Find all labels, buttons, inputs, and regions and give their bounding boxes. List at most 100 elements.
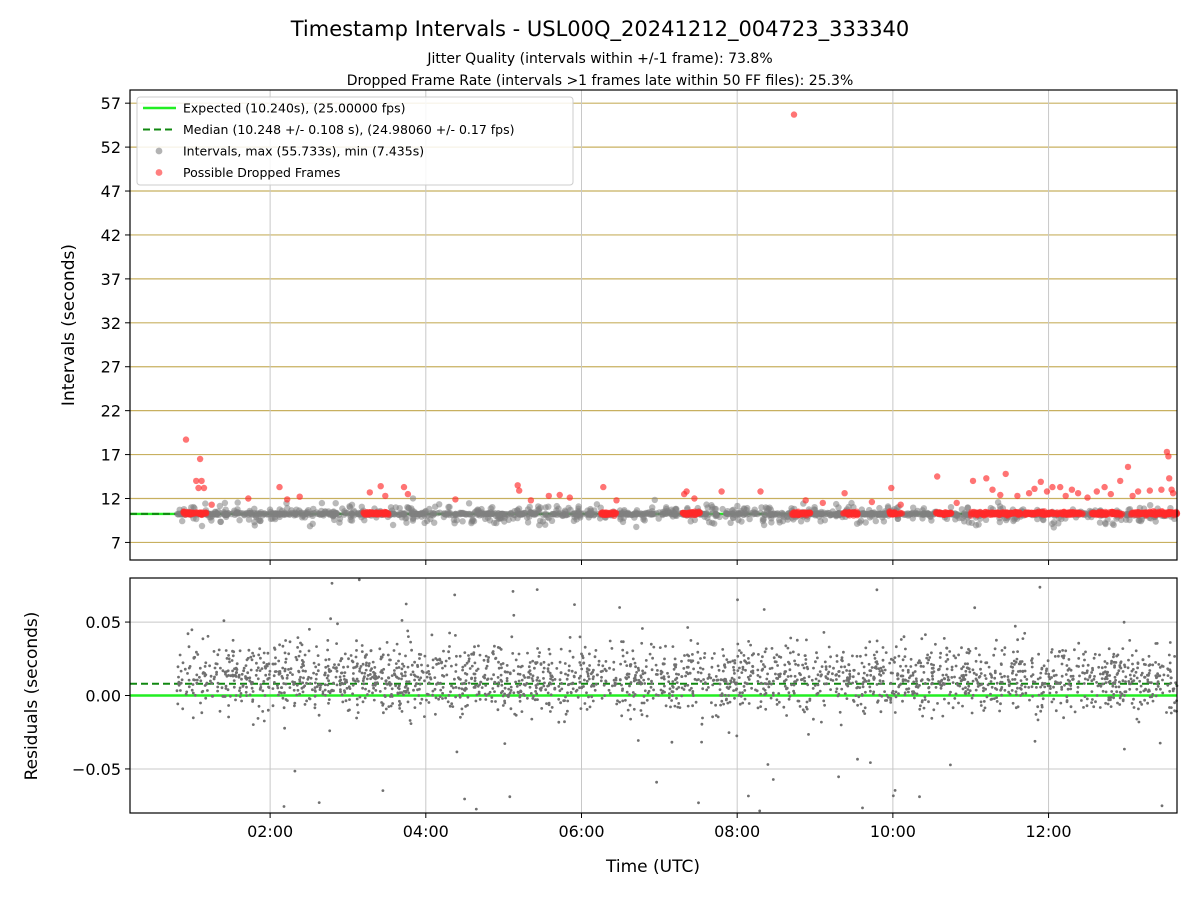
residual-point	[374, 689, 378, 692]
residual-point	[674, 678, 677, 682]
dropped-frame-band-point	[889, 510, 896, 517]
interval-point	[524, 519, 532, 526]
interval-point	[339, 505, 346, 512]
residual-point	[862, 665, 866, 669]
residual-point	[509, 707, 513, 711]
residual-point	[414, 682, 418, 686]
dropped-frame-point	[1043, 488, 1051, 495]
residual-point	[861, 806, 864, 810]
residual-point	[212, 677, 216, 681]
residual-point	[1015, 681, 1019, 685]
residual-point	[1058, 650, 1061, 654]
residual-point	[418, 657, 421, 660]
residual-point	[317, 663, 321, 666]
residual-point	[406, 629, 410, 633]
interval-point	[625, 511, 632, 518]
residual-point	[235, 662, 239, 666]
residual-point	[583, 678, 586, 682]
residual-point	[835, 660, 839, 663]
residual-point	[496, 684, 500, 688]
residual-point	[1144, 663, 1147, 666]
residual-point	[234, 698, 237, 702]
residual-point	[950, 665, 954, 669]
interval-point	[797, 518, 805, 525]
residual-point	[1011, 665, 1014, 669]
residual-point	[420, 663, 423, 667]
residual-point	[348, 708, 351, 712]
residual-point	[732, 680, 736, 684]
residual-point	[885, 693, 889, 697]
residual-point	[512, 691, 516, 695]
residual-point	[487, 692, 490, 696]
residual-point	[876, 700, 879, 704]
residual-point	[285, 676, 289, 680]
interval-point	[767, 511, 775, 518]
residual-point	[539, 662, 543, 666]
residual-point	[339, 690, 342, 694]
residual-point	[193, 678, 197, 682]
residual-point	[744, 668, 747, 672]
residual-point	[187, 678, 191, 682]
top-y-tick-label-4: 27	[101, 358, 121, 377]
dropped-frame-band-point	[973, 510, 980, 518]
residual-point	[439, 681, 442, 685]
residual-point	[267, 685, 270, 689]
residual-point	[1101, 689, 1105, 693]
residual-point	[383, 695, 387, 698]
residual-point	[248, 693, 252, 697]
residual-point	[195, 681, 199, 685]
interval-point	[709, 519, 716, 527]
residual-point	[747, 661, 751, 665]
dropped-frame-band-point	[1145, 509, 1153, 516]
residual-point	[420, 697, 424, 701]
residual-point	[775, 703, 779, 706]
residual-point	[543, 681, 546, 685]
residual-point	[298, 678, 301, 681]
residual-point	[901, 678, 905, 682]
residual-point	[673, 657, 677, 661]
residual-point	[1103, 670, 1107, 674]
residual-point	[636, 666, 640, 670]
residual-point	[397, 659, 400, 663]
interval-point	[766, 504, 773, 511]
residual-point	[458, 695, 462, 699]
interval-point	[318, 499, 326, 507]
dropped-frame-point	[969, 477, 977, 485]
interval-point	[961, 518, 968, 525]
residual-point	[231, 669, 235, 673]
residual-point	[464, 705, 467, 708]
residual-point	[993, 647, 997, 651]
residual-point	[982, 689, 985, 693]
residual-point	[579, 674, 582, 678]
residual-point	[257, 653, 261, 657]
residual-point	[989, 692, 992, 696]
residual-point	[274, 670, 278, 673]
residual-point	[1165, 711, 1168, 714]
residual-point	[342, 665, 345, 669]
residual-point	[1083, 658, 1086, 662]
residual-point	[367, 664, 371, 668]
residual-point	[390, 674, 394, 677]
residual-point	[527, 676, 531, 679]
residual-point	[473, 679, 477, 683]
residual-point	[637, 668, 641, 672]
residual-point	[930, 716, 934, 720]
residual-point	[692, 694, 695, 697]
residual-point	[1169, 711, 1173, 715]
interval-point	[856, 519, 863, 526]
dropped-frame-point	[1062, 492, 1069, 500]
residual-point	[262, 719, 266, 723]
residual-point	[250, 658, 254, 662]
residual-point	[589, 672, 593, 676]
residual-point	[463, 681, 466, 685]
residual-point	[573, 603, 576, 606]
residual-point	[927, 690, 931, 694]
residual-point	[861, 682, 865, 686]
bottom-y-axis-label: Residuals (seconds)	[22, 612, 42, 781]
residual-point	[671, 690, 675, 694]
residual-point	[1148, 689, 1151, 693]
residual-point	[1168, 641, 1172, 644]
residual-point	[590, 695, 594, 699]
residual-point	[831, 672, 834, 676]
interval-point	[269, 515, 276, 522]
